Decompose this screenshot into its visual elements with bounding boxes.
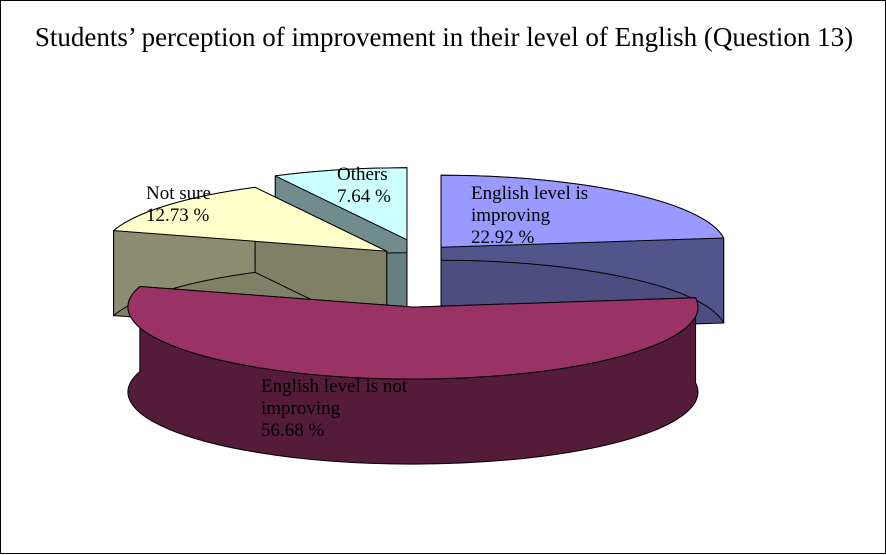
value-label: 7.64 % (337, 186, 391, 207)
value-label: 12.73 % (146, 205, 210, 226)
slice-label: Not sure 12.73 % (146, 183, 256, 227)
slice (113, 186, 388, 252)
slice (274, 167, 408, 241)
chart-title: Students’ perception of improvement in t… (34, 22, 854, 52)
category-label: English level is not improving (261, 376, 408, 419)
slice-label: English level is improving 22.92 % (471, 183, 651, 249)
slice-label: English level is not improving 56.68 % (261, 376, 471, 442)
category-label: English level is improving (471, 183, 589, 226)
value-label: 22.92 % (471, 227, 535, 248)
slice (127, 285, 699, 380)
category-label: Not sure (146, 183, 211, 204)
category-label: Others (337, 164, 388, 185)
slice-label: Others 7.64 % (337, 164, 427, 208)
value-label: 56.68 % (261, 420, 325, 441)
slice (440, 174, 725, 248)
